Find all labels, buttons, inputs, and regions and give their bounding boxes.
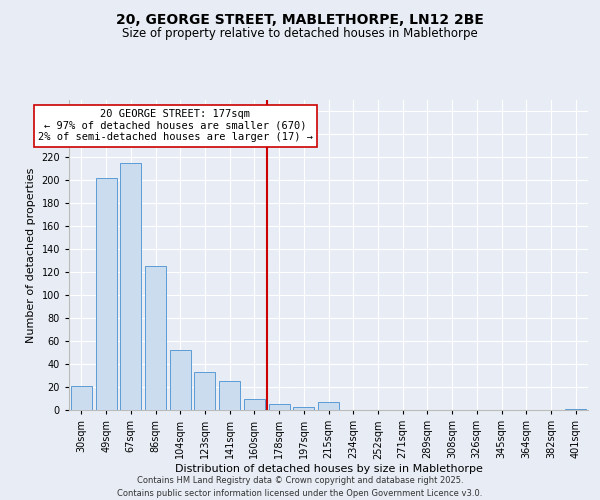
Bar — [318, 402, 339, 410]
Bar — [145, 266, 166, 410]
Bar — [565, 409, 586, 410]
Bar — [120, 163, 141, 410]
Text: 20 GEORGE STREET: 177sqm
← 97% of detached houses are smaller (670)
2% of semi-d: 20 GEORGE STREET: 177sqm ← 97% of detach… — [38, 109, 313, 142]
Bar — [170, 350, 191, 410]
Text: Size of property relative to detached houses in Mablethorpe: Size of property relative to detached ho… — [122, 28, 478, 40]
Bar — [95, 178, 116, 410]
Bar — [71, 386, 92, 410]
Bar — [269, 404, 290, 410]
Bar — [219, 382, 240, 410]
Bar — [293, 406, 314, 410]
Bar — [194, 372, 215, 410]
Y-axis label: Number of detached properties: Number of detached properties — [26, 168, 36, 342]
Text: Contains HM Land Registry data © Crown copyright and database right 2025.
Contai: Contains HM Land Registry data © Crown c… — [118, 476, 482, 498]
Bar — [244, 398, 265, 410]
X-axis label: Distribution of detached houses by size in Mablethorpe: Distribution of detached houses by size … — [175, 464, 482, 474]
Text: 20, GEORGE STREET, MABLETHORPE, LN12 2BE: 20, GEORGE STREET, MABLETHORPE, LN12 2BE — [116, 12, 484, 26]
